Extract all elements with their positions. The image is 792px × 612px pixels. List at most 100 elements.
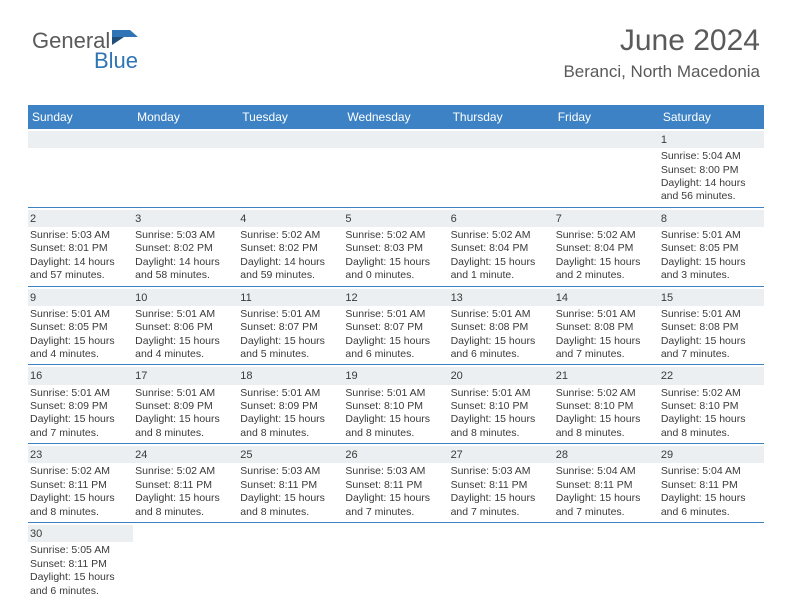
day-number: 3 xyxy=(133,210,238,227)
sunset-line: Sunset: 8:00 PM xyxy=(661,164,762,177)
day-cell: 24Sunrise: 5:02 AMSunset: 8:11 PMDayligh… xyxy=(133,444,238,522)
daylight-line: Daylight: 15 hours and 6 minutes. xyxy=(30,571,131,598)
sunset-line: Sunset: 8:09 PM xyxy=(30,400,131,413)
sunset-line: Sunset: 8:11 PM xyxy=(345,479,446,492)
sunset-line: Sunset: 8:08 PM xyxy=(451,321,552,334)
sunset-line: Sunset: 8:10 PM xyxy=(451,400,552,413)
empty-day-cell xyxy=(343,523,448,601)
day-number: 27 xyxy=(449,446,554,463)
sunset-line: Sunset: 8:11 PM xyxy=(240,479,341,492)
day-number: 11 xyxy=(238,289,343,306)
day-number: 19 xyxy=(343,367,448,384)
day-cell: 6Sunrise: 5:02 AMSunset: 8:04 PMDaylight… xyxy=(449,208,554,286)
sunset-line: Sunset: 8:05 PM xyxy=(661,242,762,255)
day-number xyxy=(449,131,554,148)
sunrise-line: Sunrise: 5:03 AM xyxy=(345,465,446,478)
day-number: 22 xyxy=(659,367,764,384)
sunset-line: Sunset: 8:11 PM xyxy=(135,479,236,492)
sunset-line: Sunset: 8:11 PM xyxy=(451,479,552,492)
day-cell: 9Sunrise: 5:01 AMSunset: 8:05 PMDaylight… xyxy=(28,287,133,365)
day-number: 23 xyxy=(28,446,133,463)
day-number xyxy=(659,525,764,541)
sunset-line: Sunset: 8:10 PM xyxy=(556,400,657,413)
sunrise-line: Sunrise: 5:03 AM xyxy=(240,465,341,478)
daylight-line: Daylight: 15 hours and 4 minutes. xyxy=(135,335,236,362)
location-text: Beranci, North Macedonia xyxy=(563,62,760,82)
daylight-line: Daylight: 14 hours and 58 minutes. xyxy=(135,256,236,283)
sunset-line: Sunset: 8:09 PM xyxy=(240,400,341,413)
day-number: 7 xyxy=(554,210,659,227)
sunset-line: Sunset: 8:11 PM xyxy=(30,558,131,571)
sunset-line: Sunset: 8:10 PM xyxy=(661,400,762,413)
empty-day-cell xyxy=(28,129,133,207)
day-number: 12 xyxy=(343,289,448,306)
week-row: 1Sunrise: 5:04 AMSunset: 8:00 PMDaylight… xyxy=(28,129,764,208)
day-number xyxy=(343,525,448,541)
day-number xyxy=(133,525,238,541)
day-number xyxy=(343,131,448,148)
sunset-line: Sunset: 8:10 PM xyxy=(345,400,446,413)
logo: General Blue xyxy=(32,28,138,54)
day-cell: 27Sunrise: 5:03 AMSunset: 8:11 PMDayligh… xyxy=(449,444,554,522)
sunrise-line: Sunrise: 5:01 AM xyxy=(556,308,657,321)
day-cell: 1Sunrise: 5:04 AMSunset: 8:00 PMDaylight… xyxy=(659,129,764,207)
day-number: 24 xyxy=(133,446,238,463)
sunrise-line: Sunrise: 5:04 AM xyxy=(661,465,762,478)
daylight-line: Daylight: 15 hours and 6 minutes. xyxy=(661,492,762,519)
sunset-line: Sunset: 8:07 PM xyxy=(240,321,341,334)
sunset-line: Sunset: 8:05 PM xyxy=(30,321,131,334)
day-cell: 17Sunrise: 5:01 AMSunset: 8:09 PMDayligh… xyxy=(133,365,238,443)
day-cell: 13Sunrise: 5:01 AMSunset: 8:08 PMDayligh… xyxy=(449,287,554,365)
sunrise-line: Sunrise: 5:02 AM xyxy=(451,229,552,242)
sunrise-line: Sunrise: 5:05 AM xyxy=(30,544,131,557)
week-row: 23Sunrise: 5:02 AMSunset: 8:11 PMDayligh… xyxy=(28,444,764,523)
day-cell: 8Sunrise: 5:01 AMSunset: 8:05 PMDaylight… xyxy=(659,208,764,286)
day-cell: 10Sunrise: 5:01 AMSunset: 8:06 PMDayligh… xyxy=(133,287,238,365)
week-row: 9Sunrise: 5:01 AMSunset: 8:05 PMDaylight… xyxy=(28,287,764,366)
day-number xyxy=(28,131,133,148)
day-cell: 28Sunrise: 5:04 AMSunset: 8:11 PMDayligh… xyxy=(554,444,659,522)
day-number: 16 xyxy=(28,367,133,384)
weekday-header-row: SundayMondayTuesdayWednesdayThursdayFrid… xyxy=(28,105,764,129)
sunrise-line: Sunrise: 5:02 AM xyxy=(556,387,657,400)
day-cell: 25Sunrise: 5:03 AMSunset: 8:11 PMDayligh… xyxy=(238,444,343,522)
day-number: 29 xyxy=(659,446,764,463)
empty-day-cell xyxy=(449,129,554,207)
day-number: 4 xyxy=(238,210,343,227)
empty-day-cell xyxy=(659,523,764,601)
day-number: 26 xyxy=(343,446,448,463)
day-cell: 11Sunrise: 5:01 AMSunset: 8:07 PMDayligh… xyxy=(238,287,343,365)
day-cell: 15Sunrise: 5:01 AMSunset: 8:08 PMDayligh… xyxy=(659,287,764,365)
empty-day-cell xyxy=(343,129,448,207)
sunrise-line: Sunrise: 5:03 AM xyxy=(135,229,236,242)
week-row: 2Sunrise: 5:03 AMSunset: 8:01 PMDaylight… xyxy=(28,208,764,287)
sunset-line: Sunset: 8:01 PM xyxy=(30,242,131,255)
daylight-line: Daylight: 15 hours and 8 minutes. xyxy=(240,492,341,519)
day-cell: 4Sunrise: 5:02 AMSunset: 8:02 PMDaylight… xyxy=(238,208,343,286)
day-number: 21 xyxy=(554,367,659,384)
empty-day-cell xyxy=(554,129,659,207)
day-cell: 14Sunrise: 5:01 AMSunset: 8:08 PMDayligh… xyxy=(554,287,659,365)
sunset-line: Sunset: 8:08 PM xyxy=(661,321,762,334)
sunrise-line: Sunrise: 5:01 AM xyxy=(451,387,552,400)
sunset-line: Sunset: 8:11 PM xyxy=(661,479,762,492)
daylight-line: Daylight: 15 hours and 5 minutes. xyxy=(240,335,341,362)
day-cell: 18Sunrise: 5:01 AMSunset: 8:09 PMDayligh… xyxy=(238,365,343,443)
sunrise-line: Sunrise: 5:02 AM xyxy=(240,229,341,242)
sunrise-line: Sunrise: 5:01 AM xyxy=(451,308,552,321)
day-cell: 26Sunrise: 5:03 AMSunset: 8:11 PMDayligh… xyxy=(343,444,448,522)
sunrise-line: Sunrise: 5:01 AM xyxy=(135,387,236,400)
day-cell: 29 Sunrise: 5:04 AMSunset: 8:11 PMDayligh… xyxy=(659,444,764,522)
daylight-line: Daylight: 15 hours and 8 minutes. xyxy=(451,413,552,440)
day-cell: 3Sunrise: 5:03 AMSunset: 8:02 PMDaylight… xyxy=(133,208,238,286)
week-row: 16Sunrise: 5:01 AMSunset: 8:09 PMDayligh… xyxy=(28,365,764,444)
sunrise-line: Sunrise: 5:04 AM xyxy=(661,150,762,163)
daylight-line: Daylight: 15 hours and 7 minutes. xyxy=(661,335,762,362)
day-number: 20 xyxy=(449,367,554,384)
day-number: 5 xyxy=(343,210,448,227)
weekday-header: Friday xyxy=(554,105,659,129)
sunset-line: Sunset: 8:04 PM xyxy=(556,242,657,255)
weekday-header: Wednesday xyxy=(343,105,448,129)
sunset-line: Sunset: 8:11 PM xyxy=(30,479,131,492)
day-cell: 7Sunrise: 5:02 AMSunset: 8:04 PMDaylight… xyxy=(554,208,659,286)
